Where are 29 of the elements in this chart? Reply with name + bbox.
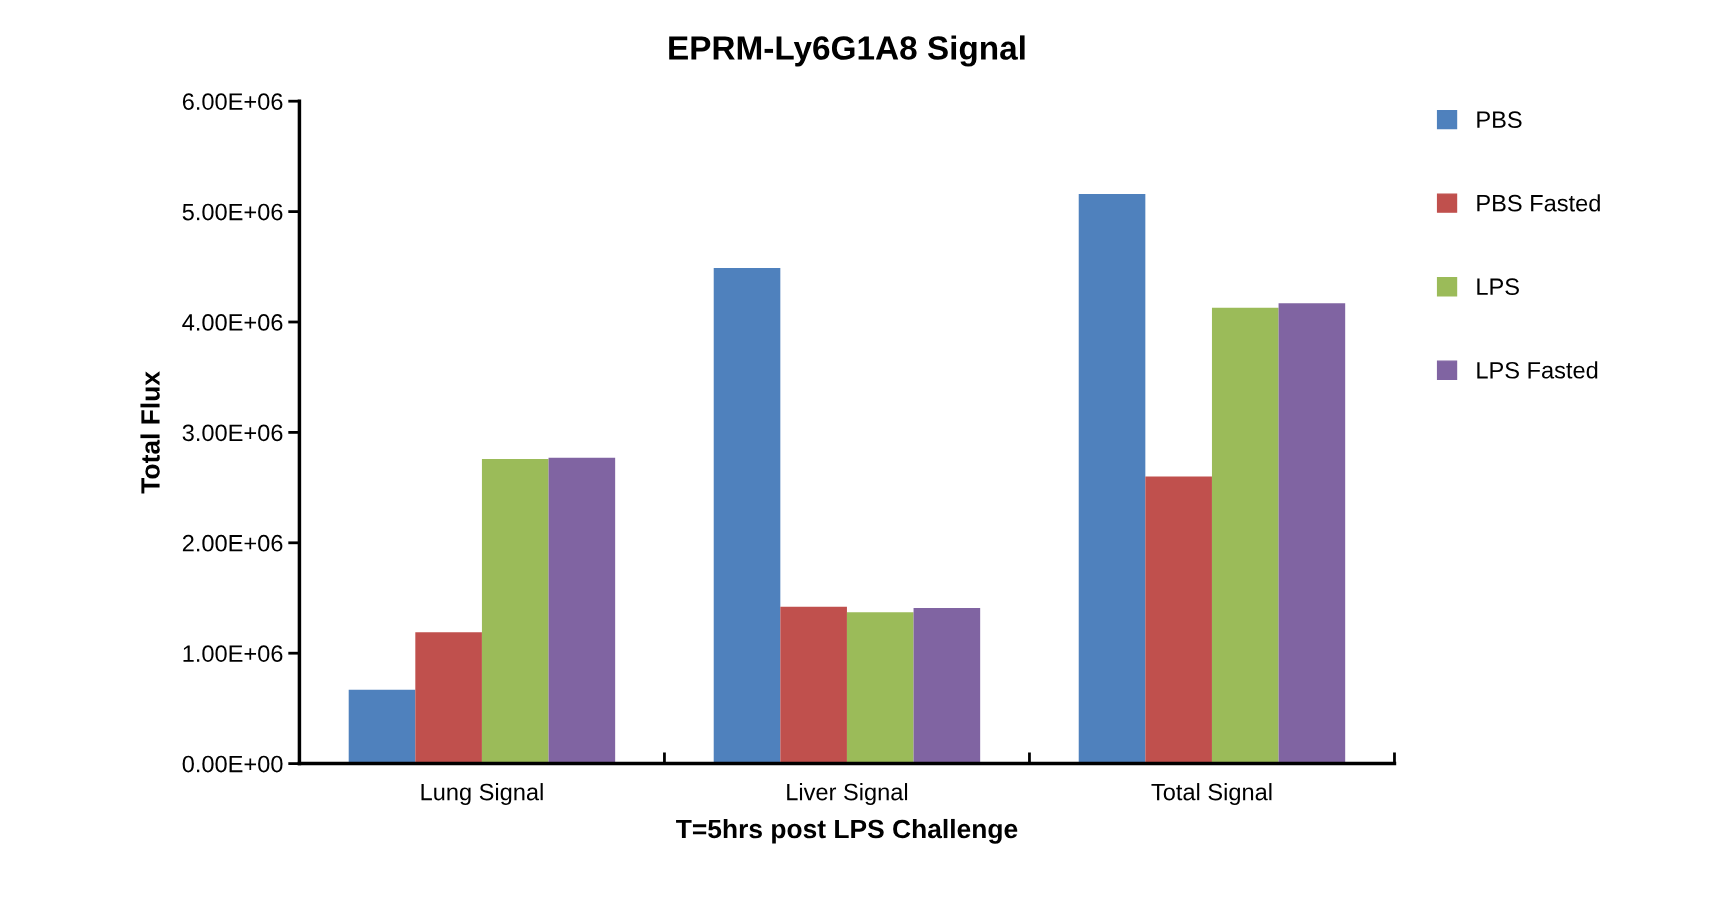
x-tick-label: Lung Signal: [421, 783, 543, 806]
y-tick-label: 6.00E+06: [182, 93, 283, 110]
legend-label: LPS Fasted: [1477, 361, 1598, 379]
bar: [1145, 476, 1212, 764]
bar: [713, 267, 781, 764]
bar: [1078, 193, 1146, 764]
y-axis-title: Total Flux: [140, 371, 160, 494]
bar: [481, 458, 549, 764]
bar: [780, 606, 847, 764]
bar: [415, 632, 482, 764]
bar: [348, 689, 416, 764]
legend-label: PBS Fasted: [1477, 194, 1600, 212]
legend-label: PBS: [1477, 111, 1522, 129]
x-tick-label: Total Signal: [1151, 783, 1272, 806]
y-tick-label: 5.00E+06: [182, 203, 283, 221]
legend-label: LPS: [1477, 278, 1519, 296]
bar: [913, 607, 981, 764]
y-tick-label: 4.00E+06: [182, 314, 283, 331]
y-tick-label: 1.00E+06: [183, 645, 283, 662]
y-tick-label: 3.00E+06: [182, 424, 283, 442]
x-tick-label: Liver Signal: [787, 783, 908, 806]
y-tick-label: 2.00E+06: [182, 534, 283, 552]
y-tick-label: 0.00E+00: [182, 755, 283, 773]
chart-title: EPRM-Ly6G1A8 Signal: [669, 35, 1025, 67]
bar: [548, 457, 616, 764]
bar: [1278, 303, 1346, 764]
x-axis-title: T=5hrs post LPS Challenge: [676, 818, 1018, 844]
bar: [1211, 307, 1279, 764]
bar: [846, 612, 914, 764]
